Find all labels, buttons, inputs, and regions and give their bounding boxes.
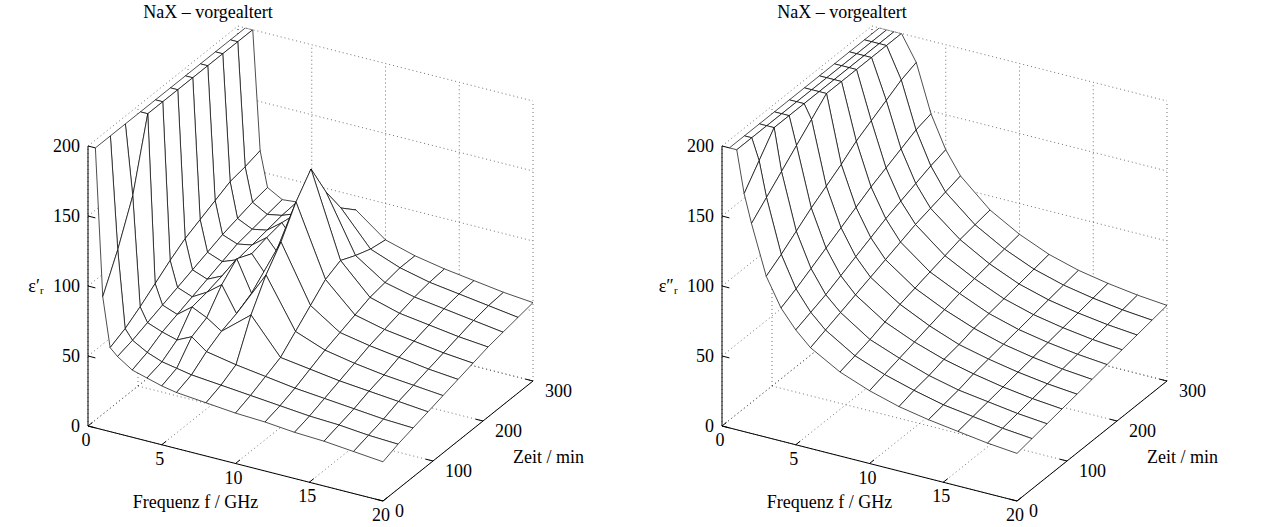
x-tick — [870, 460, 875, 464]
z-tick — [88, 146, 95, 148]
x-tick — [796, 441, 801, 445]
z-tick — [722, 216, 729, 218]
grid-line — [88, 426, 383, 501]
surface — [729, 28, 1167, 454]
panel: 051015200100200300050100150200NaX – vorg… — [659, 2, 1218, 525]
x-tick-label: 15 — [932, 486, 950, 506]
z-tick-label: 150 — [687, 206, 714, 226]
y-tick-label: 100 — [1079, 461, 1106, 481]
z-tick — [722, 426, 729, 428]
z-tick — [722, 146, 729, 148]
x-tick — [943, 479, 948, 483]
z-tick — [88, 216, 95, 218]
z-tick — [88, 286, 95, 288]
y-tick — [526, 379, 533, 381]
x-tick-label: 20 — [372, 505, 390, 525]
z-tick — [722, 356, 729, 358]
grid — [88, 26, 533, 501]
x-tick — [383, 497, 388, 501]
z-tick-label: 100 — [687, 276, 714, 296]
grid-line — [383, 381, 533, 501]
y-tick — [1160, 379, 1167, 381]
surface — [95, 28, 533, 462]
z-tick-label: 200 — [687, 136, 714, 156]
chart-canvas: 051015200100200300050100150200NaX – vorg… — [0, 0, 1288, 527]
x-tick — [1017, 497, 1022, 501]
y-axis-line — [383, 381, 533, 501]
x-tick — [162, 441, 167, 445]
z-tick-label: 200 — [53, 136, 80, 156]
grid-line — [1017, 381, 1167, 501]
x-tick-label: 0 — [716, 430, 725, 450]
x-axis-line — [88, 426, 383, 501]
z-tick — [722, 286, 729, 288]
z-axis-title: ε″ᵣ — [659, 276, 678, 296]
z-tick-label: 150 — [53, 206, 80, 226]
grid — [722, 26, 1167, 501]
y-axis-title: Zeit / min — [1147, 447, 1218, 467]
y-tick — [376, 499, 383, 501]
chart-title: NaX – vorgealtert — [777, 2, 907, 22]
x-axis-title: Frequenz f / GHz — [767, 492, 892, 512]
axes: 051015200100200300050100150200NaX – vorg… — [28, 2, 584, 525]
y-tick-label: 0 — [1029, 501, 1038, 521]
x-tick — [309, 479, 314, 483]
x-axis-title: Frequenz f / GHz — [133, 492, 258, 512]
panel: 051015200100200300050100150200NaX – vorg… — [28, 2, 584, 525]
x-tick-label: 5 — [789, 449, 798, 469]
y-tick-label: 200 — [495, 421, 522, 441]
y-tick-label: 300 — [545, 381, 572, 401]
z-tick-label: 50 — [62, 346, 80, 366]
y-axis-title: Zeit / min — [513, 447, 584, 467]
z-tick — [88, 356, 95, 358]
x-axis-line — [722, 426, 1017, 501]
grid-line — [238, 26, 533, 101]
y-tick-label: 300 — [1179, 381, 1206, 401]
surface-patch — [354, 435, 399, 462]
y-tick — [1110, 419, 1117, 421]
z-tick-label: 0 — [71, 416, 80, 436]
x-tick-label: 10 — [225, 468, 243, 488]
y-tick — [426, 459, 433, 461]
y-tick — [476, 419, 483, 421]
x-tick — [722, 422, 727, 426]
chart-title: NaX – vorgealtert — [143, 2, 273, 22]
z-tick-label: 50 — [696, 346, 714, 366]
y-axis-line — [1017, 381, 1167, 501]
z-axis-title: ε′ᵣ — [28, 276, 44, 296]
z-tick — [88, 426, 95, 428]
axes: 051015200100200300050100150200NaX – vorg… — [659, 2, 1218, 525]
x-tick-label: 0 — [82, 430, 91, 450]
x-tick-label: 5 — [155, 449, 164, 469]
z-tick-label: 0 — [705, 416, 714, 436]
y-tick-label: 100 — [445, 461, 472, 481]
y-tick-label: 0 — [395, 501, 404, 521]
x-tick — [88, 422, 93, 426]
x-tick — [236, 460, 241, 464]
grid-line — [238, 96, 533, 171]
y-tick — [1060, 459, 1067, 461]
z-tick-label: 100 — [53, 276, 80, 296]
x-tick-label: 15 — [298, 486, 316, 506]
x-tick-label: 20 — [1006, 505, 1024, 525]
y-tick — [1010, 499, 1017, 501]
y-tick-label: 200 — [1129, 421, 1156, 441]
x-tick-label: 10 — [859, 468, 877, 488]
surface-patch — [988, 428, 1033, 453]
